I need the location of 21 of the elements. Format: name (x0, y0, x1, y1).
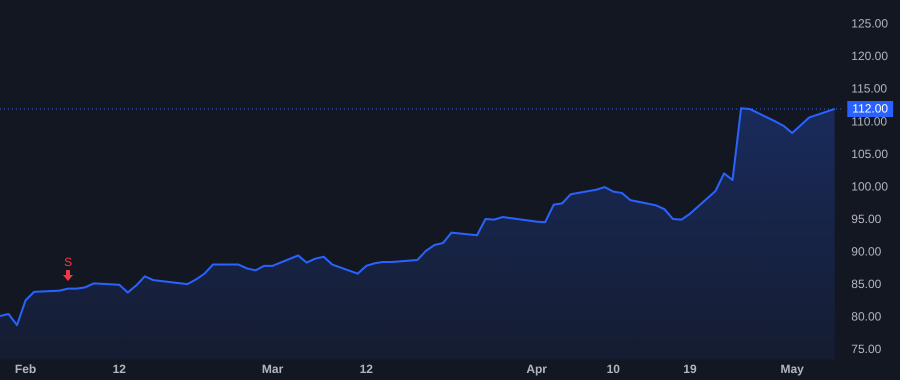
y-tick-label: 80.00 (851, 310, 882, 324)
x-tick-label: 12 (360, 362, 374, 376)
x-tick-label: Mar (262, 362, 284, 376)
x-tick-label: 10 (606, 362, 620, 376)
y-tick-label: 115.00 (851, 82, 888, 96)
ref-line-label: 112.00 (852, 101, 888, 116)
x-tick-label: Apr (526, 362, 548, 376)
x-tick-label: 19 (683, 362, 697, 376)
y-tick-label: 75.00 (851, 342, 882, 356)
y-tick-label: 100.00 (851, 179, 888, 194)
x-tick-label: Feb (14, 362, 36, 376)
x-tick-label: 12 (112, 362, 126, 376)
y-tick-label: 85.00 (851, 277, 882, 292)
y-tick-label: 125.00 (851, 16, 888, 31)
y-tick-label: 110.00 (851, 114, 888, 128)
y-tick-label: 105.00 (851, 146, 888, 161)
y-tick-label: 90.00 (851, 244, 882, 258)
x-tick-label: May (780, 362, 804, 376)
y-tick-label: 95.00 (851, 212, 882, 226)
y-tick-label: 120.00 (851, 49, 888, 64)
annotation: S (64, 254, 72, 269)
